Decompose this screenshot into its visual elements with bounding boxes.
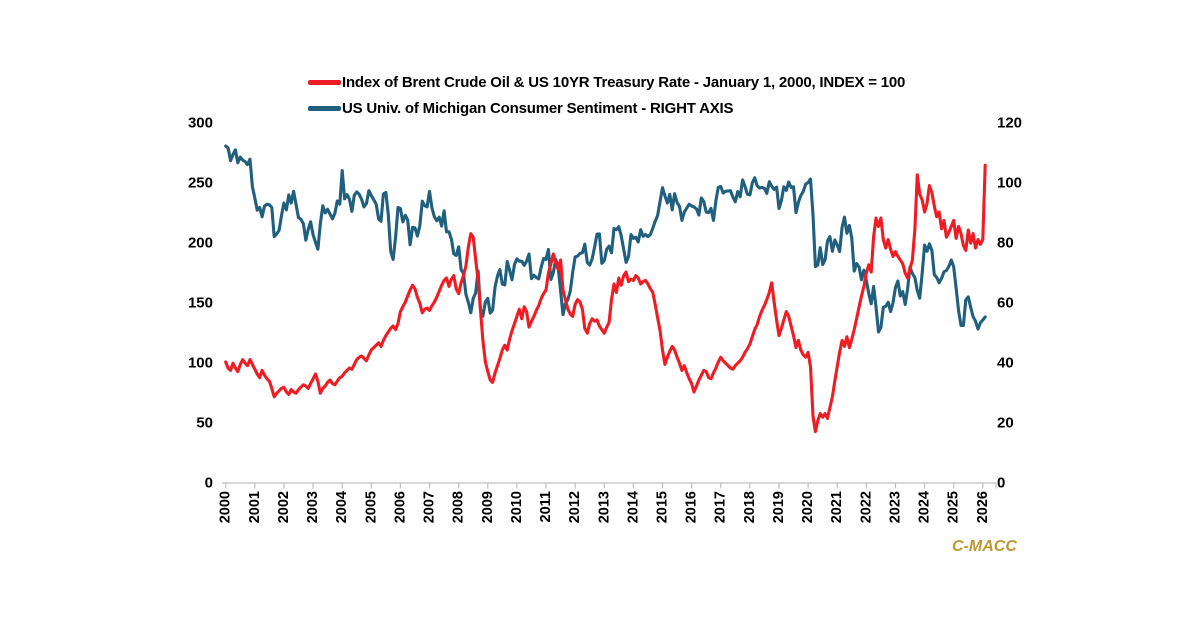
x-axis-label: 2005 xyxy=(363,491,379,523)
x-axis-label: 2014 xyxy=(625,491,641,523)
chart-legend: Index of Brent Crude Oil & US 10YR Treas… xyxy=(308,69,905,121)
x-axis-label: 2019 xyxy=(771,491,787,523)
x-axis-label: 2011 xyxy=(538,491,554,522)
left-axis-label: 50 xyxy=(196,414,213,431)
legend-label: Index of Brent Crude Oil & US 10YR Treas… xyxy=(342,73,906,91)
left-axis-label: 0 xyxy=(205,474,213,491)
legend-item-consumer-sentiment: US Univ. of Michigan Consumer Sentiment … xyxy=(308,95,905,121)
left-axis-label: 200 xyxy=(188,234,213,251)
x-axis-label: 2013 xyxy=(596,491,612,523)
x-axis-label: 2007 xyxy=(422,491,438,523)
cmacc-watermark: C-MACC xyxy=(952,538,1017,555)
right-axis-label: 60 xyxy=(997,294,1014,311)
x-axis-label: 2015 xyxy=(655,491,671,523)
x-axis-label: 2006 xyxy=(392,491,408,523)
x-axis-label: 2008 xyxy=(451,491,467,523)
right-axis-label: 120 xyxy=(997,114,1022,131)
right-axis-label: 0 xyxy=(997,474,1005,491)
x-axis-label: 2009 xyxy=(480,491,496,523)
legend-label: US Univ. of Michigan Consumer Sentiment … xyxy=(342,99,734,117)
series-line-brent-10yr-index xyxy=(224,163,987,434)
right-axis-label: 100 xyxy=(997,174,1022,191)
x-axis-label: 2017 xyxy=(713,491,729,523)
right-axis-label: 20 xyxy=(997,414,1014,431)
left-axis-label: 250 xyxy=(188,174,213,191)
x-axis-label: 2023 xyxy=(887,491,903,523)
x-axis-label: 2016 xyxy=(684,491,700,523)
x-axis-label: 2010 xyxy=(509,491,525,523)
x-axis-label: 2024 xyxy=(917,491,933,523)
x-axis-label: 2003 xyxy=(305,491,321,523)
left-axis-label: 150 xyxy=(188,294,213,311)
legend-line-blue-icon xyxy=(308,105,341,111)
x-axis-label: 2022 xyxy=(858,491,874,523)
right-axis-label: 80 xyxy=(997,234,1014,251)
x-axis-label: 2004 xyxy=(334,491,350,523)
x-axis-label: 2000 xyxy=(218,491,234,523)
right-axis-label: 40 xyxy=(997,354,1014,371)
x-axis-label: 2012 xyxy=(567,491,583,523)
x-axis-label: 2001 xyxy=(247,491,263,523)
x-axis-label: 2020 xyxy=(800,491,816,523)
x-axis-label: 2026 xyxy=(975,491,991,523)
legend-item-brent-10yr-index: Index of Brent Crude Oil & US 10YR Treas… xyxy=(308,69,905,95)
x-axis-label: 2002 xyxy=(276,491,292,523)
left-axis-label: 300 xyxy=(188,114,213,131)
x-axis-label: 2021 xyxy=(829,491,845,523)
x-axis-label: 2025 xyxy=(946,491,962,523)
left-axis-label: 100 xyxy=(188,354,213,371)
x-axis-label: 2018 xyxy=(742,491,758,523)
legend-line-red-icon xyxy=(308,79,341,85)
series-line-consumer-sentiment xyxy=(224,144,987,334)
